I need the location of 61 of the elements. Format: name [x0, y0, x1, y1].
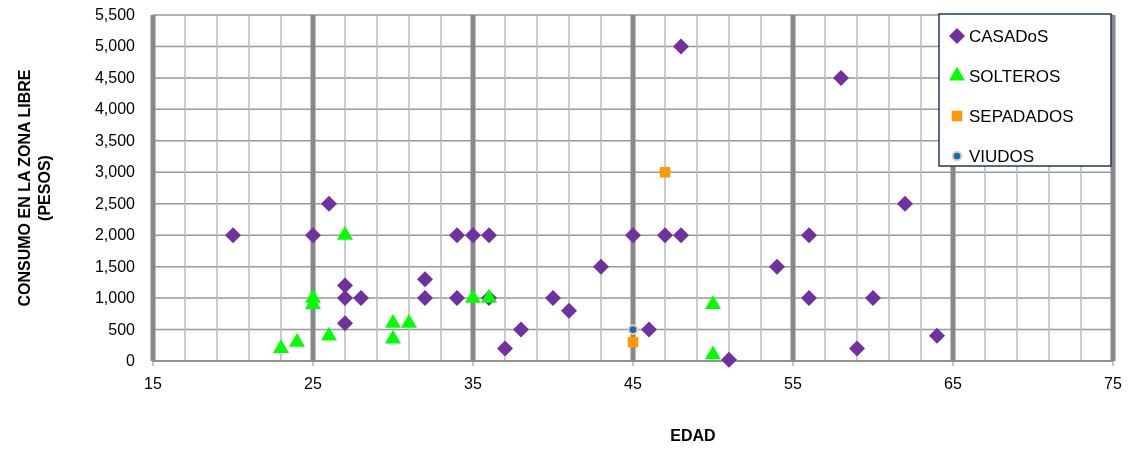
point	[305, 227, 321, 244]
y-tick-label: 3,500	[94, 131, 136, 149]
point	[417, 271, 433, 288]
point	[849, 340, 865, 357]
point	[673, 227, 689, 244]
y-tick-label: 1,500	[94, 257, 136, 275]
y-tick-label: 500	[108, 320, 136, 338]
point	[929, 327, 945, 344]
point	[641, 321, 657, 338]
point	[465, 227, 481, 244]
point	[337, 290, 353, 307]
legend-label: CASADoS	[969, 27, 1049, 46]
x-axis-title: EDAD	[670, 427, 716, 444]
point	[321, 195, 337, 212]
point	[659, 167, 671, 178]
x-tick-label: 75	[1104, 375, 1122, 392]
point	[449, 227, 465, 244]
point	[337, 315, 353, 332]
point	[337, 277, 353, 294]
point	[545, 290, 561, 307]
point	[673, 38, 689, 55]
point	[801, 290, 817, 307]
point	[657, 227, 673, 244]
point	[513, 321, 529, 338]
legend-label: SOLTEROS	[969, 67, 1061, 86]
point	[417, 290, 433, 307]
legend-label: SEPADADOS	[969, 107, 1074, 126]
point	[497, 340, 513, 357]
point	[865, 290, 881, 307]
y-tick-label: 5,500	[94, 6, 136, 23]
point	[625, 227, 641, 244]
x-tick-label: 45	[624, 375, 642, 392]
point	[897, 195, 913, 212]
point	[627, 336, 639, 348]
point	[449, 290, 465, 307]
point	[561, 302, 577, 319]
point	[627, 324, 639, 335]
point	[721, 351, 737, 368]
point	[769, 258, 785, 275]
y-tick-label: 4,500	[94, 68, 136, 86]
y-tick-label: 3,000	[94, 163, 136, 181]
x-tick-label: 15	[144, 375, 162, 392]
x-tick-label: 65	[944, 375, 962, 392]
x-tick-label: 55	[784, 375, 802, 392]
y-tick-label: 2,000	[94, 226, 136, 244]
point	[833, 69, 849, 86]
y-tick-label: 2,500	[94, 194, 136, 212]
point	[481, 227, 497, 244]
point	[593, 258, 609, 275]
y-tick-label: 5,000	[94, 37, 136, 55]
y-tick-label: 4,000	[94, 100, 136, 118]
point	[801, 227, 817, 244]
y-tick-label: 1,000	[94, 289, 136, 307]
point	[225, 227, 241, 244]
point	[353, 290, 369, 307]
legend-label: VIUDOS	[969, 147, 1035, 166]
y-axis-title: CONSUMO EN LA ZONA LIBRE (PESOS)	[16, 69, 53, 307]
x-tick-label: 35	[464, 375, 482, 392]
point	[273, 339, 289, 354]
x-tick-label: 25	[304, 375, 322, 392]
y-tick-label: 0	[126, 352, 136, 369]
